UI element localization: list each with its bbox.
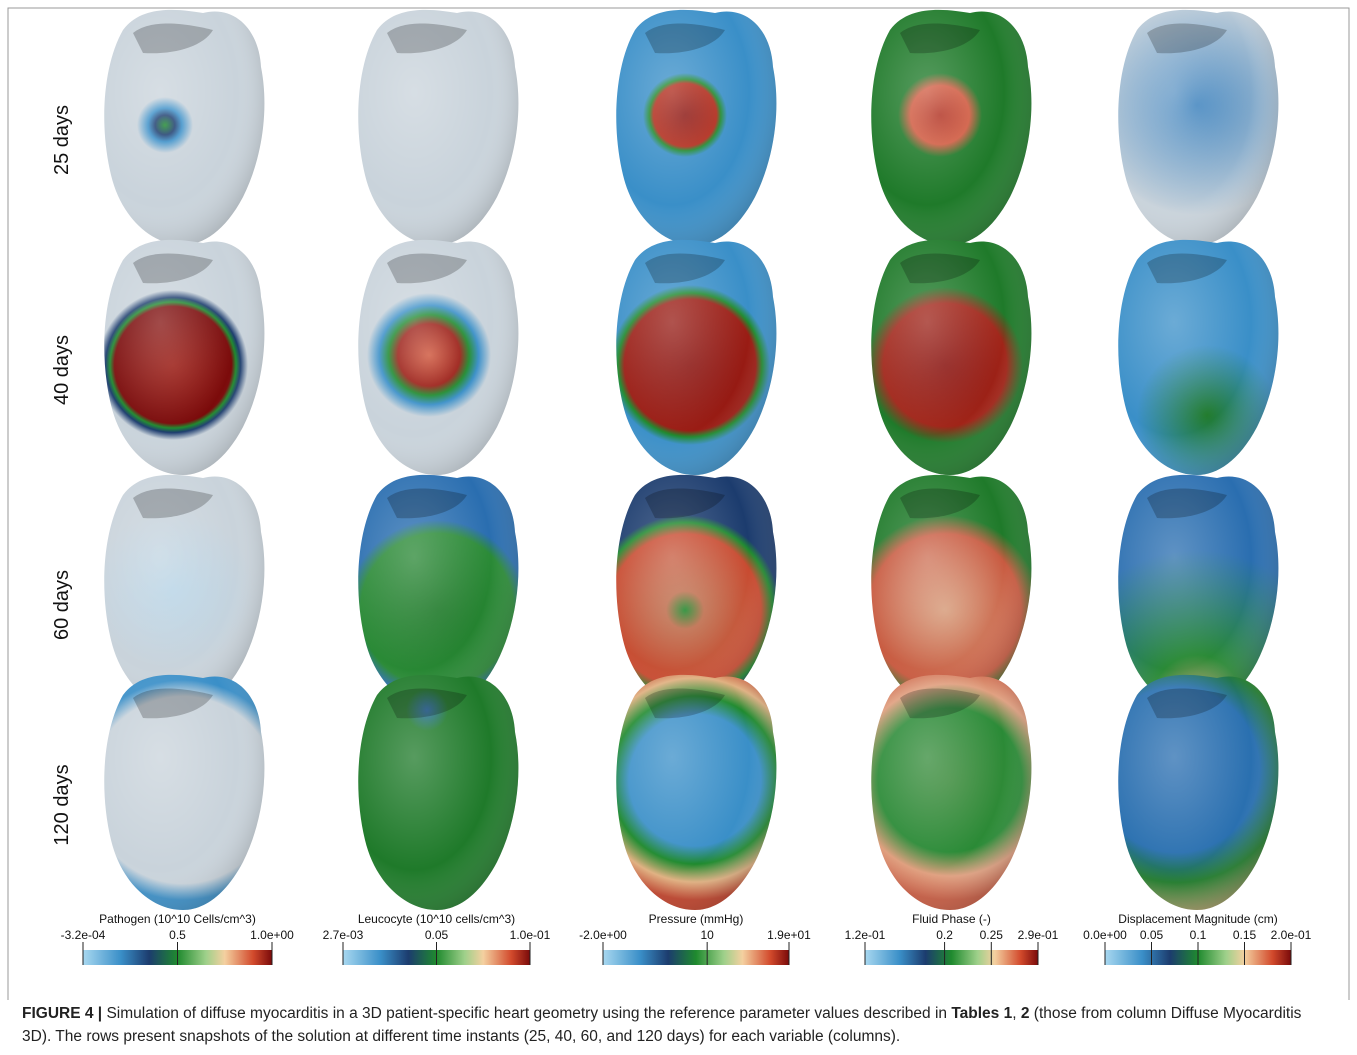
caption-text: Simulation of diffuse myocarditis in a 3…	[102, 1005, 951, 1022]
colorbar	[603, 950, 789, 965]
heart-render	[1118, 675, 1278, 910]
colorbar-tick-label: 1.0e+00	[250, 928, 294, 942]
heart-render	[871, 10, 1031, 245]
colorbar-title: Pressure (mmHg)	[649, 912, 744, 926]
colorbar-tick-label: 0.0e+00	[1083, 928, 1127, 942]
page: 25 days 40 days 60 days 120 days Pathogen (1…	[0, 0, 1357, 1055]
heart-render	[358, 475, 518, 710]
heart-render	[616, 240, 776, 475]
colorbar-title: Leucocyte (10^10 cells/cm^3)	[358, 912, 515, 926]
caption-label: FIGURE 4 |	[22, 1005, 102, 1022]
colorbar-tick-label: 0.05	[1140, 928, 1164, 942]
colorbar-title: Fluid Phase (-)	[912, 912, 991, 926]
heart-render	[871, 240, 1031, 475]
colorbar-tick-label: 2.7e-03	[323, 928, 364, 942]
colorbar-tick-label: 0.2	[936, 928, 953, 942]
colorbar-tick-label: 0.5	[169, 928, 186, 942]
heart-render	[616, 675, 776, 910]
heart-render	[104, 475, 264, 710]
colorbar-tick-label: 10	[700, 928, 714, 942]
colorbar-tick-label: 0.1	[1190, 928, 1207, 942]
heart-render	[358, 240, 518, 475]
caption: FIGURE 4 | Simulation of diffuse myocard…	[22, 1002, 1332, 1048]
heart-render	[871, 475, 1031, 710]
colorbar-title: Pathogen (10^10 Cells/cm^3)	[99, 912, 256, 926]
heart-render	[104, 240, 264, 475]
heart-render	[1118, 240, 1278, 475]
figure: 25 days 40 days 60 days 120 days Pathogen (1…	[0, 0, 1357, 1000]
colorbar-title: Displacement Magnitude (cm)	[1118, 912, 1277, 926]
colorbar-tick-label: 0.15	[1233, 928, 1257, 942]
heart-render	[871, 675, 1031, 910]
colorbar-tick-label: 1.2e-01	[845, 928, 886, 942]
row-label: 25 days	[51, 105, 73, 175]
colorbar-tick-label: 2.0e-01	[1271, 928, 1312, 942]
colorbar-tick-label: -2.0e+00	[579, 928, 627, 942]
colorbar-tick-label: -3.2e-04	[61, 928, 106, 942]
caption-bold: Tables 1	[951, 1005, 1012, 1022]
heart-render	[358, 10, 518, 245]
row-label: 120 days	[51, 764, 73, 845]
colorbar	[865, 950, 1038, 965]
caption-text: ,	[1012, 1005, 1021, 1022]
heart-render	[358, 675, 518, 910]
colorbar-tick-label: 1.9e+01	[767, 928, 811, 942]
heart-render	[104, 10, 264, 245]
heart-render	[1118, 475, 1278, 710]
colorbar-tick-label: 1.0e-01	[510, 928, 551, 942]
colorbar-tick-label: 0.25	[980, 928, 1004, 942]
heart-render	[1118, 10, 1278, 245]
colorbar-tick-label: 2.9e-01	[1018, 928, 1059, 942]
heart-render	[616, 475, 776, 710]
row-label: 40 days	[51, 335, 73, 405]
row-label: 60 days	[51, 570, 73, 640]
colorbar-tick-label: 0.05	[425, 928, 449, 942]
heart-render	[104, 675, 264, 910]
heart-render	[616, 10, 776, 245]
